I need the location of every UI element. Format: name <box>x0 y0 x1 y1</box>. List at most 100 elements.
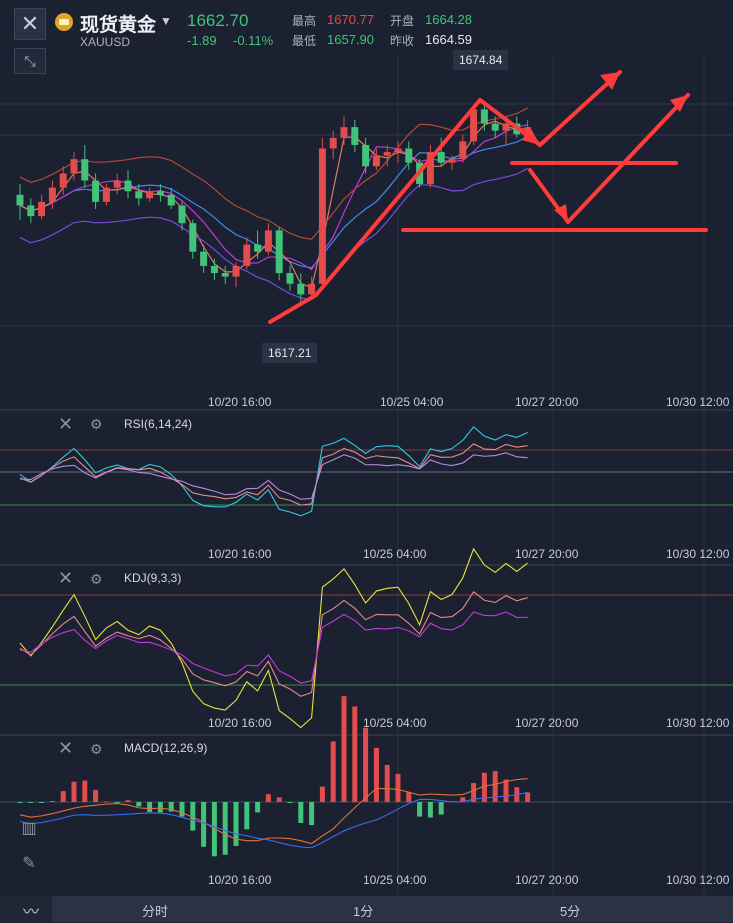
candle-body <box>362 144 370 167</box>
candle-body <box>426 152 434 185</box>
xtick: 10/30 12:00 <box>666 547 730 561</box>
candle-body <box>232 265 240 277</box>
xtick: 10/27 20:00 <box>515 395 579 409</box>
arrow-head <box>554 204 568 222</box>
candle-body <box>383 152 391 156</box>
macd-histogram-bar <box>244 802 250 830</box>
candle-body <box>275 230 283 274</box>
arrow-head <box>522 127 540 145</box>
xtick: 10/25 04:00 <box>380 395 444 409</box>
macd-histogram-bar <box>114 802 120 803</box>
candle-body <box>502 123 510 131</box>
macd-histogram-bar <box>60 791 66 802</box>
line-chart-icon[interactable]: 〰 <box>22 904 39 921</box>
close-icon[interactable]: ✕ <box>14 8 46 40</box>
ma-line-orange <box>19 120 528 289</box>
macd-histogram-bar <box>168 802 174 812</box>
gold-coin-icon <box>55 13 73 31</box>
low-callout: 1617.21 <box>262 343 318 363</box>
low-value: 1657.90 <box>327 32 374 47</box>
candle-body <box>491 123 499 131</box>
macd-histogram-bar <box>39 802 45 803</box>
macd-histogram-bar <box>438 802 444 815</box>
candle-body <box>264 230 272 252</box>
macd-histogram-bar <box>157 802 163 813</box>
prev-close-value: 1664.59 <box>425 32 472 47</box>
tab-5min[interactable]: 5分 <box>560 904 581 919</box>
candle-body <box>351 127 359 145</box>
trend-arrow <box>566 93 690 224</box>
candle-body <box>135 191 143 199</box>
macd-histogram-bar <box>103 801 109 803</box>
instrument-symbol: XAUUSD <box>80 35 131 49</box>
macd-histogram-bar <box>309 802 315 826</box>
gear-icon[interactable]: ⚙ <box>90 416 103 432</box>
candle-body <box>48 187 56 202</box>
macd-histogram-bar <box>222 802 228 855</box>
candle-body <box>372 155 380 167</box>
candle-body <box>70 159 78 174</box>
macd-histogram-bar <box>417 802 423 817</box>
candle-body <box>92 180 100 202</box>
bollinger-lower <box>19 167 528 301</box>
macd-histogram-bar <box>363 727 369 802</box>
macd-histogram-bar <box>287 802 293 803</box>
rsi-line-14 <box>19 443 528 506</box>
candle-body <box>146 191 154 199</box>
candle-body <box>124 180 132 192</box>
indicator-settings-icon[interactable]: ▥ <box>21 820 37 837</box>
xtick: 10/25 04:00 <box>363 547 427 561</box>
price-change: -1.89 <box>187 33 217 48</box>
macd-histogram-bar <box>492 771 498 802</box>
macd-histogram-bar <box>49 800 55 802</box>
macd-histogram-bar <box>503 779 509 802</box>
macd-histogram-bar <box>427 802 433 818</box>
macd-histogram-bar <box>125 800 131 802</box>
close-icon[interactable]: ✕ <box>58 568 74 588</box>
chart-canvas[interactable] <box>0 0 733 895</box>
open-value: 1664.28 <box>425 12 472 27</box>
period-tabs <box>52 896 733 922</box>
candle-body <box>254 244 262 252</box>
tab-1min[interactable]: 1分 <box>353 904 374 919</box>
collapse-icon[interactable]: ⤡ <box>14 48 46 74</box>
kdj-label: KDJ(9,3,3) <box>124 571 182 585</box>
kdj-panel <box>0 547 733 729</box>
xtick: 10/30 12:00 <box>666 395 730 409</box>
bollinger-upper <box>19 107 528 240</box>
macd-histogram-bar <box>255 802 261 813</box>
high-callout: 1674.84 <box>453 50 509 70</box>
macd-histogram-bar <box>201 802 207 847</box>
low-label: 最低 <box>292 34 317 48</box>
trend-arrow <box>538 70 622 147</box>
macd-dif-line <box>19 777 528 845</box>
tab-timeshare[interactable]: 分时 <box>142 904 169 919</box>
instrument-title[interactable]: 现货黄金 <box>80 15 157 36</box>
macd-histogram-bar <box>460 797 466 802</box>
annotation-arrows <box>268 70 708 324</box>
candle-body <box>16 194 24 206</box>
xtick: 10/25 04:00 <box>363 716 427 730</box>
chevron-down-icon[interactable]: ▼ <box>160 14 172 28</box>
gear-icon[interactable]: ⚙ <box>90 571 103 587</box>
close-icon[interactable]: ✕ <box>58 414 74 434</box>
close-icon[interactable]: ✕ <box>58 738 74 758</box>
candle-body <box>405 148 413 163</box>
candle-body <box>340 127 348 138</box>
trend-arrow <box>314 98 482 297</box>
xtick: 10/20 16:00 <box>208 873 272 887</box>
candle-body <box>308 283 316 295</box>
candle-body <box>470 109 478 142</box>
arrow-head <box>600 72 620 90</box>
macd-histogram-bar <box>384 764 390 802</box>
candle-body <box>156 191 164 195</box>
candle-body <box>189 223 197 252</box>
candle-body <box>113 180 121 188</box>
high-label: 最高 <box>292 14 317 28</box>
macd-histogram-bar <box>233 802 239 846</box>
gear-icon[interactable]: ⚙ <box>90 741 103 757</box>
kdj-line-j <box>19 547 528 729</box>
xtick: 10/27 20:00 <box>515 873 579 887</box>
macd-histogram-bar <box>71 781 77 802</box>
draw-tool-icon[interactable]: ✎ <box>22 855 36 872</box>
